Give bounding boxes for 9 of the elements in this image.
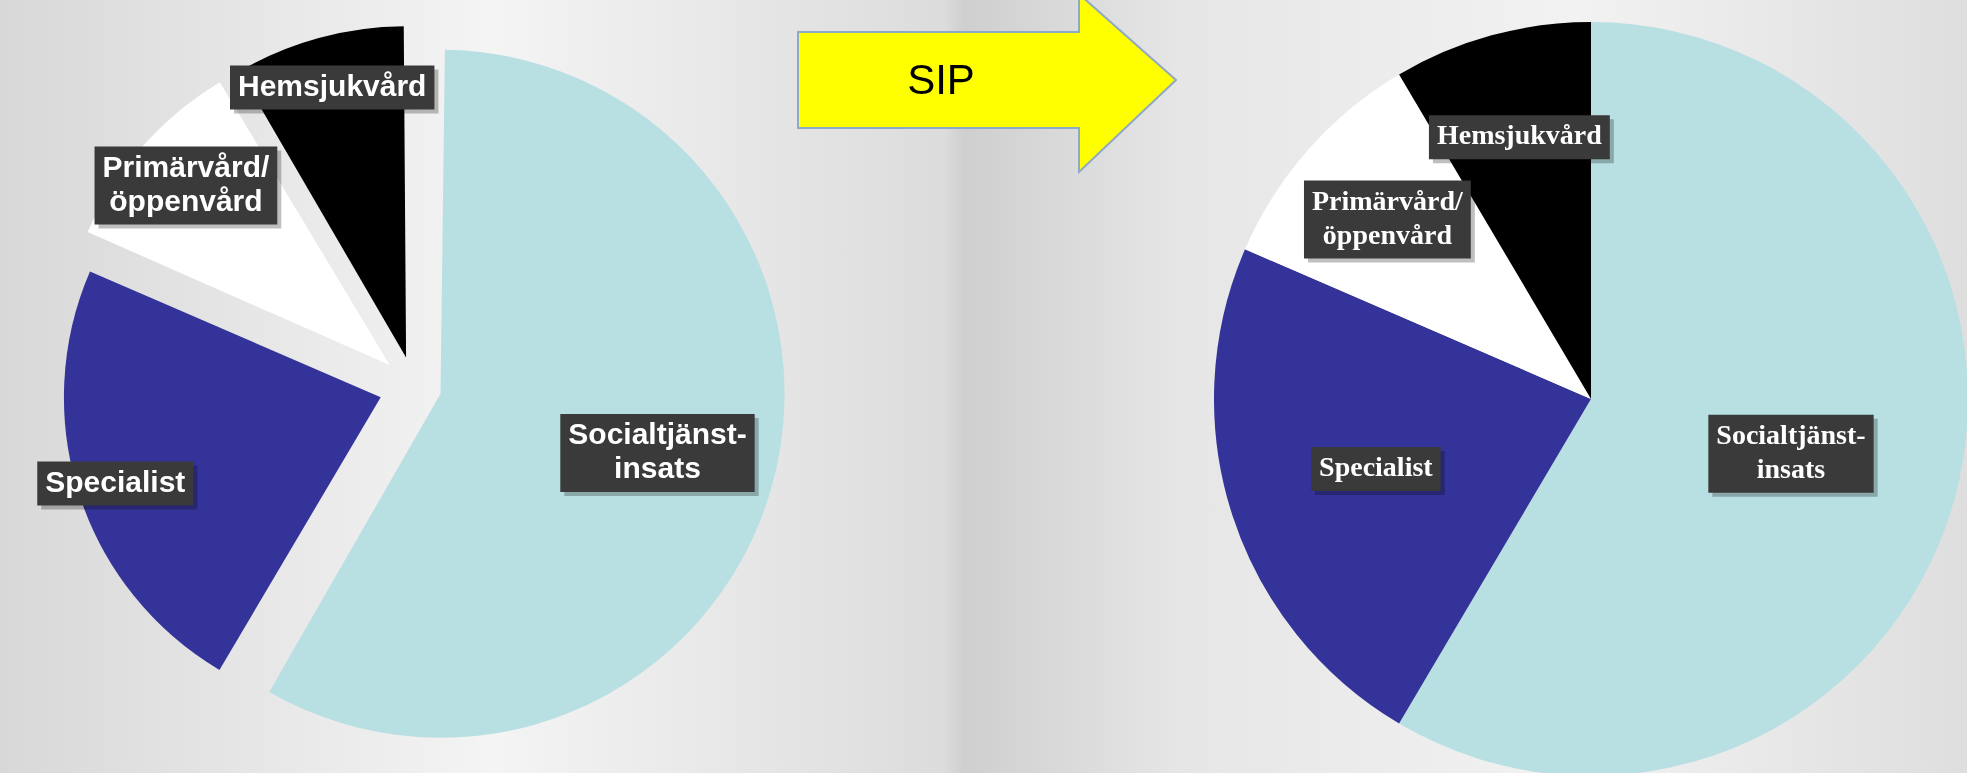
slice-label: Hemsjukvård xyxy=(238,68,427,102)
slice-label: Specialist xyxy=(45,464,186,498)
slice-label: Socialtjänst-insats xyxy=(568,417,747,485)
slice-label: Specialist xyxy=(1319,451,1434,483)
slice-label: Socialtjänst-insats xyxy=(1716,418,1866,484)
arrow-icon: SIP xyxy=(796,0,1180,176)
slice-label: Primärvård/öppenvård xyxy=(102,149,270,217)
slice-label: Primärvård/öppenvård xyxy=(1311,184,1465,250)
slice-label: Hemsjukvård xyxy=(1436,119,1603,151)
